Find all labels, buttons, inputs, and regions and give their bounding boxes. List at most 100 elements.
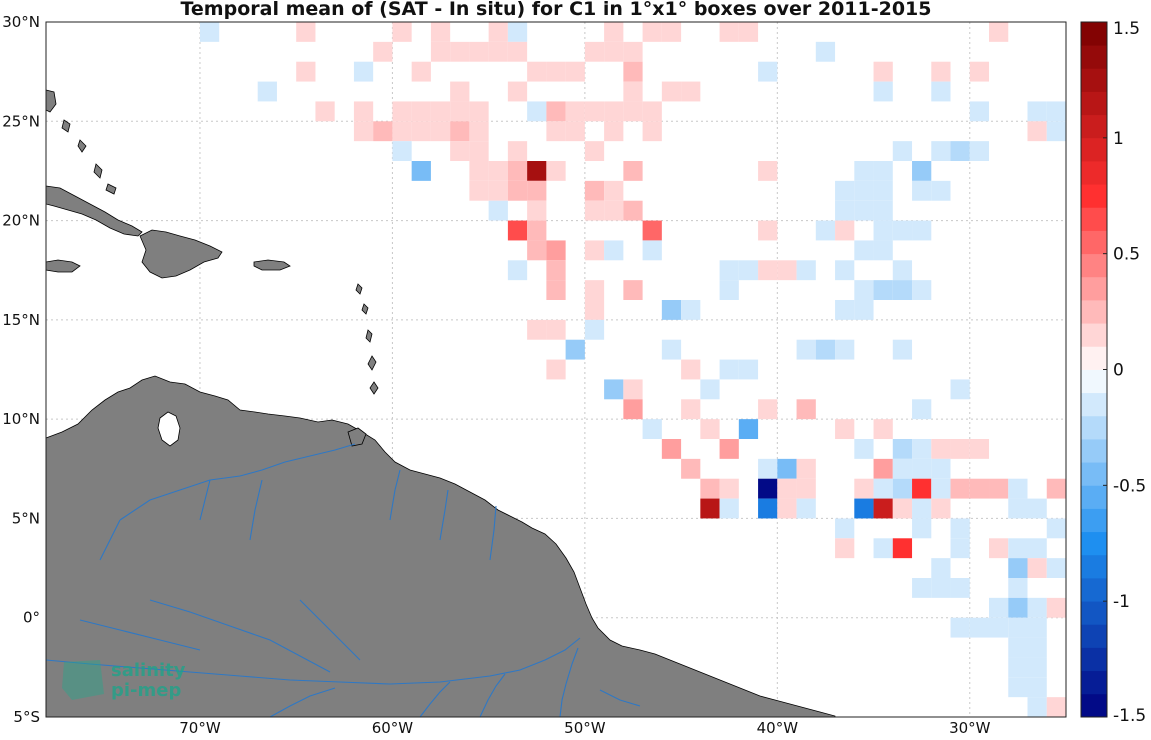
heatmap-cell: [835, 339, 855, 360]
heatmap-cell: [430, 41, 451, 62]
heatmap-cell: [411, 121, 431, 142]
heatmap-cell: [661, 339, 682, 360]
latitude-label: 10°N: [2, 410, 40, 428]
heatmap-cell: [1046, 558, 1066, 578]
heatmap-cell: [738, 419, 759, 439]
heatmap-cell: [469, 121, 489, 142]
colorbar-segment: [1081, 578, 1107, 602]
heatmap-cell: [411, 61, 431, 82]
heatmap-cell: [507, 161, 528, 181]
jamaica-island: [45, 259, 81, 273]
heatmap-cell: [1027, 617, 1047, 638]
heatmap-cell: [546, 359, 566, 380]
heatmap-cell: [912, 161, 932, 181]
longitude-labels: 70°W 60°W 50°W 40°W 30°W: [179, 719, 990, 737]
heatmap-cell: [892, 220, 913, 241]
heatmap-cell: [546, 61, 566, 82]
heatmap-cell: [969, 101, 990, 122]
heatmap-cell: [931, 141, 951, 161]
heatmap-cell: [469, 161, 489, 181]
heatmap-cell: [430, 22, 451, 42]
heatmap-cell: [411, 101, 431, 122]
heatmap-cell: [835, 180, 855, 201]
colorbar-segment: [1081, 184, 1107, 208]
latitude-label: 30°N: [2, 13, 40, 31]
land-masses: [45, 89, 836, 718]
colorbar-segment: [1081, 91, 1107, 116]
heatmap-cell: [1027, 677, 1047, 698]
heatmap-cell: [623, 200, 643, 221]
heatmap-cell: [873, 478, 893, 499]
colorbar-segment: [1081, 161, 1107, 185]
heatmap-cell: [835, 300, 855, 320]
latitude-label: 5°S: [13, 708, 40, 726]
heatmap-cell: [873, 161, 893, 181]
heatmap-cell: [546, 319, 566, 340]
heatmap-cell: [931, 578, 951, 598]
heatmap-cell: [353, 61, 374, 82]
heatmap-cell: [642, 240, 662, 261]
heatmap-cell: [411, 161, 431, 181]
heatmap-cell: [507, 260, 528, 281]
heatmap-cell: [642, 419, 662, 439]
heatmap-cell: [912, 478, 932, 499]
heatmap-cell: [931, 478, 951, 499]
heatmap-cell: [604, 240, 624, 261]
colorbar-segment: [1081, 230, 1107, 255]
heatmap-cell: [873, 61, 893, 82]
heatmap-cell: [912, 498, 932, 519]
heatmap-cell: [527, 200, 547, 221]
colorbar-tick-label: 0.5: [1113, 245, 1140, 265]
heatmap-cell: [873, 538, 893, 559]
madeira-river: [269, 687, 336, 718]
heatmap-cell: [931, 61, 951, 82]
heatmap-cell: [758, 478, 778, 499]
data-cells: [199, 22, 1066, 717]
heatmap-cell: [796, 399, 816, 420]
heatmap-cell: [854, 200, 874, 221]
heatmap-cell: [450, 81, 470, 102]
heatmap-cell: [912, 458, 932, 479]
heatmap-cell: [950, 617, 970, 638]
heatmap-cell: [681, 300, 701, 320]
heatmap-cell: [931, 81, 951, 102]
heatmap-cell: [892, 339, 913, 360]
heatmap-cell: [469, 41, 489, 62]
heatmap-cell: [796, 498, 816, 519]
heatmap-cell: [469, 101, 489, 122]
heatmap-cell: [623, 101, 643, 122]
heatmap-cell: [1027, 538, 1047, 559]
colorbar-segment: [1081, 207, 1107, 231]
heatmap-cell: [969, 141, 990, 161]
latitude-label: 0°: [23, 609, 40, 627]
heatmap-cell: [257, 81, 277, 102]
heatmap-cell: [892, 439, 913, 459]
heatmap-cell: [796, 260, 816, 281]
heatmap-cell: [873, 240, 893, 261]
heatmap-cell: [1046, 697, 1066, 717]
heatmap-cell: [931, 498, 951, 519]
heatmap-cell: [661, 439, 682, 459]
logo-shape-icon: [62, 660, 104, 700]
colorbar-tick-label: 0: [1113, 361, 1124, 381]
heatmap-cell: [700, 419, 720, 439]
heatmap-cell: [969, 478, 990, 499]
heatmap-cell: [931, 558, 951, 578]
heatmap-cell: [392, 121, 412, 142]
heatmap-cell: [873, 180, 893, 201]
heatmap-cell: [584, 101, 605, 122]
heatmap-cell: [738, 22, 759, 42]
heatmap-cell: [950, 379, 970, 400]
heatmap-cell: [546, 161, 566, 181]
heatmap-cell: [854, 161, 874, 181]
heatmap-cell: [604, 379, 624, 400]
longitude-label: 60°W: [372, 719, 414, 737]
heatmap-cell: [527, 101, 547, 122]
heatmap-cell: [623, 379, 643, 400]
heatmap-cell: [1008, 637, 1028, 658]
heatmap-cell: [296, 61, 316, 82]
heatmap-cell: [989, 538, 1009, 559]
logo-line1: salinity: [111, 660, 186, 681]
colorbar-segment: [1081, 114, 1107, 139]
heatmap-cell: [719, 260, 739, 281]
